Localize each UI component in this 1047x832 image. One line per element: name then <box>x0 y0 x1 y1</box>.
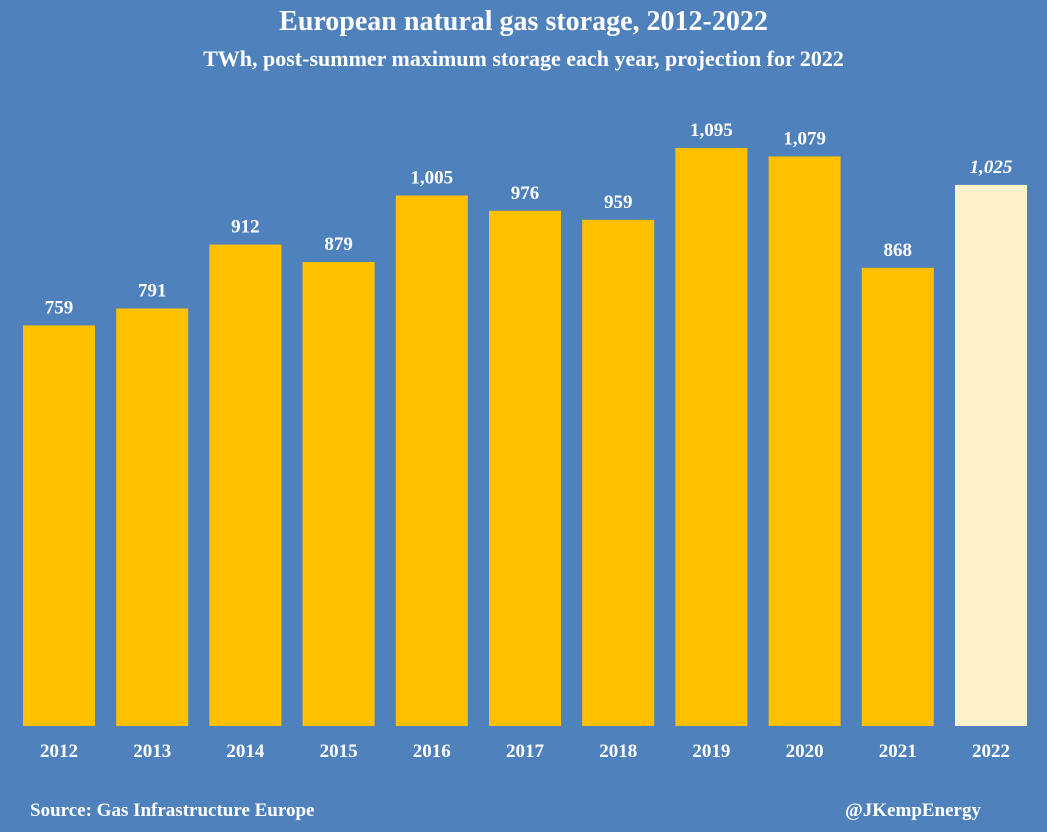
value-label-2013: 791 <box>138 281 167 302</box>
x-tick-label-2021: 2021 <box>879 741 917 762</box>
x-tick-label-2012: 2012 <box>40 741 78 762</box>
bar-2012 <box>23 325 95 726</box>
chart-subtitle: TWh, post-summer maximum storage each ye… <box>203 46 844 71</box>
bar-2020 <box>768 156 841 726</box>
x-tick-label-2018: 2018 <box>599 741 637 762</box>
bar-2022 <box>955 184 1027 726</box>
chart-title: European natural gas storage, 2012-2022 <box>279 6 768 37</box>
value-label-2015: 879 <box>324 234 353 255</box>
value-label-2021: 868 <box>884 240 913 261</box>
value-label-2016: 1,005 <box>410 168 453 189</box>
author-handle: @JKempEnergy <box>845 800 981 821</box>
x-tick-label-2020: 2020 <box>786 741 824 762</box>
value-label-2014: 912 <box>231 217 260 238</box>
x-tick-label-2013: 2013 <box>133 741 171 762</box>
value-label-2022: 1,025 <box>970 157 1013 178</box>
bar-2013 <box>116 308 189 726</box>
value-label-2012: 759 <box>45 297 74 318</box>
x-tick-label-2017: 2017 <box>506 741 545 762</box>
x-tick-label-2015: 2015 <box>320 741 358 762</box>
source-note: Source: Gas Infrastructure Europe <box>30 800 315 821</box>
bar-2017 <box>489 210 561 727</box>
bar-2015 <box>302 262 375 726</box>
x-tick-label-2016: 2016 <box>413 741 451 762</box>
value-label-2017: 976 <box>511 183 540 204</box>
bar-2014 <box>209 244 282 726</box>
bar-2018 <box>582 219 655 727</box>
bar-2016 <box>395 195 468 726</box>
x-tick-label-2022: 2022 <box>972 741 1010 762</box>
x-tick-label-2019: 2019 <box>692 741 730 762</box>
x-tick-label-2014: 2014 <box>226 741 265 762</box>
value-label-2018: 959 <box>604 192 633 213</box>
value-label-2020: 1,079 <box>783 128 826 149</box>
bar-2019 <box>675 148 748 726</box>
value-label-2019: 1,095 <box>690 120 733 141</box>
bar-2021 <box>861 267 934 726</box>
